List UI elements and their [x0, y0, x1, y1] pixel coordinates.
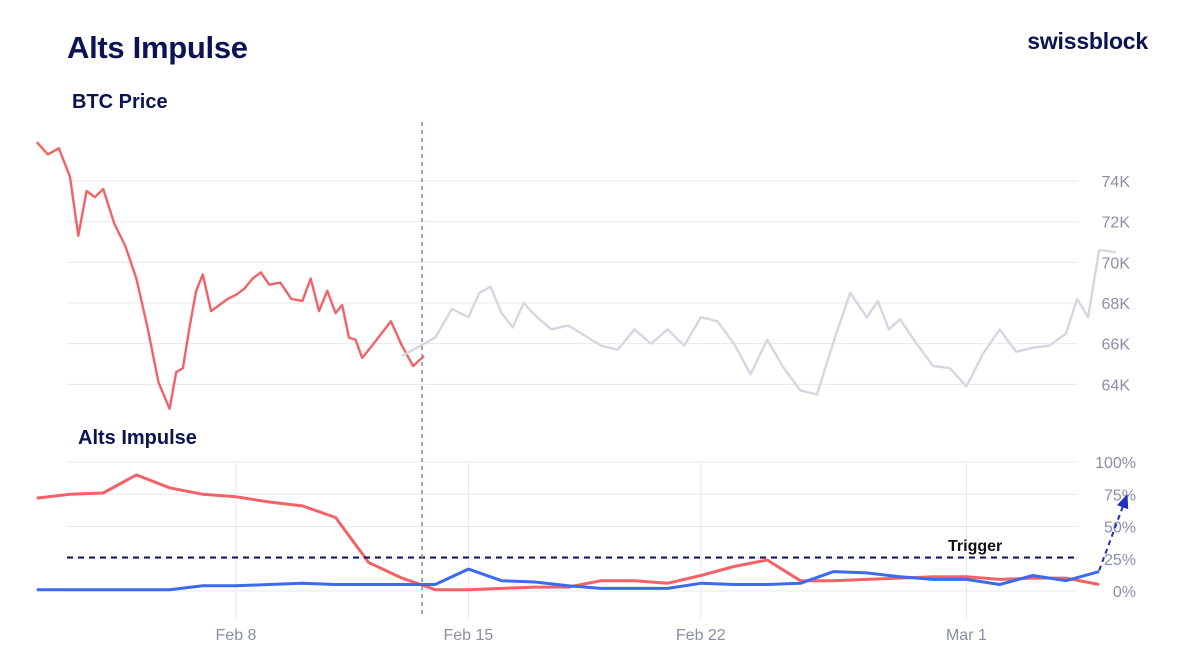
price-tick-label: 72K	[1102, 215, 1131, 232]
impulse-tick-label: 100%	[1095, 455, 1136, 472]
price-tick-label: 70K	[1102, 255, 1131, 272]
impulse-panel-title: Alts Impulse	[78, 427, 197, 449]
impulse-line-red	[36, 473, 1100, 592]
impulse-tick-label: 50%	[1104, 520, 1136, 537]
price-panel-title: BTC Price	[72, 91, 168, 113]
price-series	[35, 141, 1116, 410]
price-tick-label: 64K	[1102, 377, 1131, 394]
price-tick-label: 68K	[1102, 296, 1131, 313]
x-tick-label: Mar 1	[946, 627, 987, 644]
impulse-y-axis: 100% 75% 50% 25% 0%	[1095, 455, 1136, 601]
impulse-panel: Alts Impulse 100% 75% 50% 25% 0% Feb 8 Feb 15…	[36, 427, 1136, 644]
price-gridlines	[67, 180, 1078, 385]
x-axis: Feb 8 Feb 15 Feb 22 Mar 1	[216, 627, 987, 644]
projection-arrow-line	[1098, 496, 1128, 571]
price-panel: BTC Price 74K 72K 70K 68K 66K 64K	[35, 91, 1131, 410]
impulse-tick-label: 0%	[1113, 584, 1136, 601]
impulse-line-blue	[36, 567, 1100, 592]
impulse-series	[36, 473, 1100, 592]
price-tick-label: 74K	[1102, 174, 1131, 191]
x-tick-label: Feb 22	[676, 627, 726, 644]
price-tick-label: 66K	[1102, 337, 1131, 354]
price-y-axis: 74K 72K 70K 68K 66K 64K	[1102, 174, 1131, 394]
impulse-tick-label: 25%	[1104, 552, 1136, 569]
trigger-label: Trigger	[948, 538, 1002, 555]
x-tick-label: Feb 15	[443, 627, 493, 644]
price-line-highlighted	[35, 141, 425, 410]
page-title: Alts Impulse	[67, 30, 248, 65]
projection-arrow-head	[1116, 494, 1129, 510]
impulse-gridlines	[67, 461, 1078, 620]
impulse-tick-label: 75%	[1104, 487, 1136, 504]
chart-overlays	[67, 122, 1129, 616]
brand-logo: swissblock	[1027, 28, 1148, 54]
x-tick-label: Feb 8	[216, 627, 257, 644]
price-line-faded	[401, 248, 1116, 396]
